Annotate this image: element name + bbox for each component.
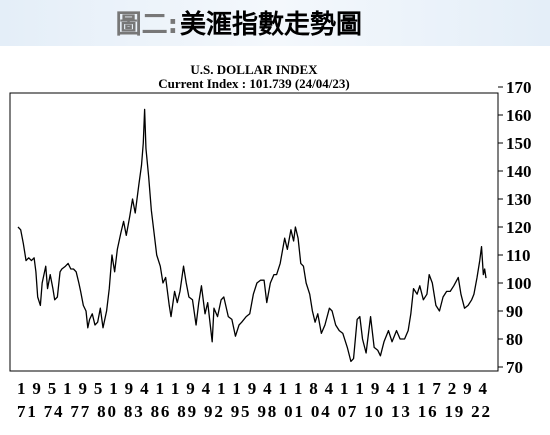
chart-title: U.S. DOLLAR INDEX <box>190 62 318 77</box>
y-tick-label: 70 <box>506 358 523 377</box>
y-tick-label: 120 <box>506 218 532 237</box>
y-tick-label: 170 <box>506 78 532 97</box>
chart-subtitle: Current Index : 101.739 (24/04/23) <box>158 76 350 91</box>
y-tick-label: 100 <box>506 274 532 293</box>
banner-title: 美滙指數走勢圖 <box>180 9 362 40</box>
banner <box>0 0 550 46</box>
y-tick-label: 80 <box>506 330 523 349</box>
y-tick-label: 140 <box>506 162 532 181</box>
banner-label: 圖二: <box>116 10 178 40</box>
y-tick-label: 90 <box>506 302 523 321</box>
plot-frame <box>9 92 499 372</box>
x-labels-top: 1 9 5 1 9 5 1 9 4 1 1 9 4 1 1 9 4 1 1 8 … <box>17 379 487 398</box>
y-tick-label: 150 <box>506 134 532 153</box>
x-labels-bottom: 71 74 77 80 83 86 89 92 95 98 01 04 07 1… <box>17 402 490 421</box>
y-tick-label: 130 <box>506 190 532 209</box>
y-tick-label: 110 <box>506 246 531 265</box>
index-line <box>17 108 487 363</box>
y-tick-label: 160 <box>506 106 532 125</box>
